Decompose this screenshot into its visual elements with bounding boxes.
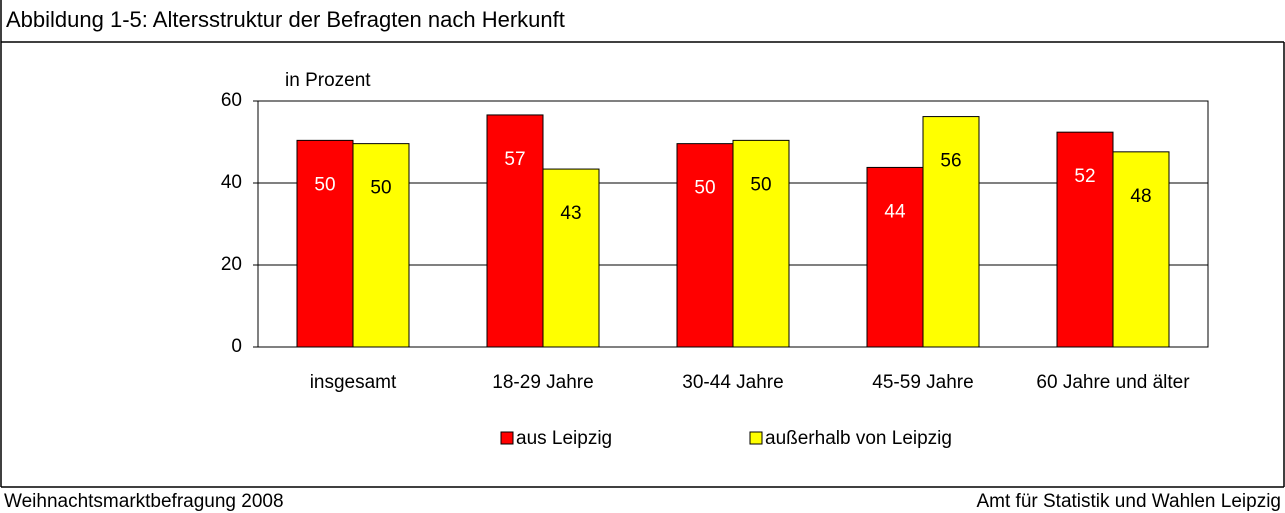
data-label: 56 [940,151,961,172]
y-tick-label: 0 [231,336,242,357]
data-label: 50 [314,174,335,195]
data-label: 52 [1074,166,1095,187]
x-tick-label: 60 Jahre und älter [1036,372,1190,393]
legend-swatch [500,431,514,445]
bar [542,168,600,348]
x-tick-label: 30-44 Jahre [682,372,784,393]
x-tick-label: insgesamt [309,372,397,393]
legend-label: aus Leipzig [516,428,612,449]
bar [1056,131,1114,348]
legend-swatch [749,431,763,445]
chart-title: Abbildung 1-5: Altersstruktur der Befrag… [6,7,565,32]
footer-left: Weihnachtsmarktbefragung 2008 [4,491,284,512]
bar [296,139,354,348]
bar [922,116,980,348]
x-tick-label: 45-59 Jahre [872,372,974,393]
bar [732,139,790,348]
data-label: 48 [1130,186,1151,207]
data-label: 50 [694,178,715,199]
bar [676,143,734,348]
y-tick-label: 20 [221,254,242,275]
bar [352,143,410,348]
data-label: 44 [884,201,906,222]
footer-right: Amt für Statistik und Wahlen Leipzig [977,491,1282,512]
y-tick-label: 40 [221,172,242,193]
y-axis-label: in Prozent [285,70,371,91]
legend-label: außerhalb von Leipzig [765,428,952,449]
data-label: 43 [560,203,581,224]
y-tick-label: 60 [221,90,242,111]
data-label: 57 [504,149,525,170]
bar [866,166,924,348]
x-tick-label: 18-29 Jahre [492,372,594,393]
data-label: 50 [750,174,771,195]
data-label: 50 [370,178,391,199]
bar [1112,151,1170,348]
bar [486,114,544,348]
